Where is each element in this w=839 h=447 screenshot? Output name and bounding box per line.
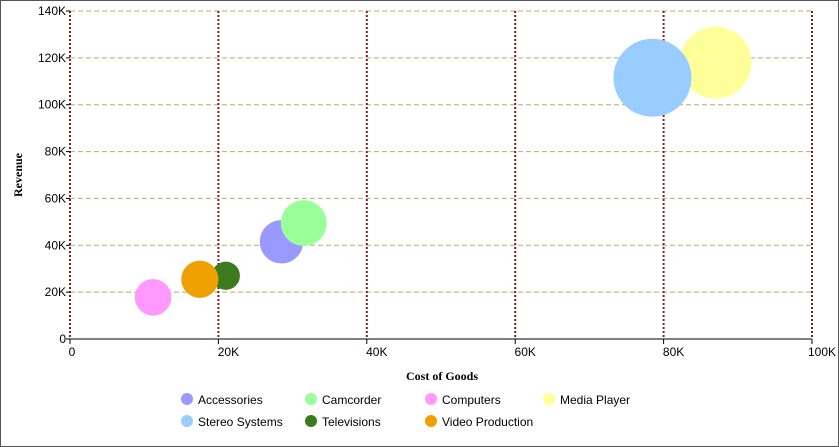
x-tick-label: 80K [663,345,684,359]
legend-swatch [305,393,317,405]
bubble-media-player[interactable] [679,26,752,99]
legend-label: Stereo Systems [198,415,283,429]
axes: 0 20K 40K 60K 80K 100K 120K 140K 0 20K 40K 60K 80K 10… [38,4,836,359]
bubble-computers[interactable] [134,278,172,316]
legend-swatch [181,393,193,405]
y-tick-label: 140K [38,4,66,18]
bubble-video-production[interactable] [181,260,219,298]
legend-item[interactable]: Media Player [543,393,630,407]
legend: Accessories Camcorder Computers Media Playe… [181,393,630,429]
legend-label: Camcorder [322,393,381,407]
x-tick-label: 20K [218,345,239,359]
y-tick-label: 100K [38,98,66,112]
x-tick-label: 60K [515,345,536,359]
legend-swatch [181,415,193,427]
y-tick-label: 120K [38,51,66,65]
legend-label: Video Production [442,415,533,429]
bubble-televisions[interactable] [211,261,240,290]
y-axis-title: Revenue [11,152,25,197]
x-tick-label: 0 [69,345,76,359]
y-tick-label: 0 [59,332,66,346]
legend-swatch [305,415,317,427]
legend-label: Media Player [560,393,630,407]
y-tick-label: 40K [45,238,66,252]
legend-item[interactable]: Video Production [425,415,533,429]
legend-label: Accessories [198,393,263,407]
x-tick-label: 100K [808,345,836,359]
y-tick-label: 80K [45,145,66,159]
y-tick-label: 60K [45,191,66,205]
y-tick-label: 20K [45,285,66,299]
legend-item[interactable]: Televisions [305,415,381,429]
bubble-stereo-systems[interactable] [613,38,692,117]
legend-item[interactable]: Camcorder [305,393,381,407]
x-axis-title: Cost of Goods [406,369,478,383]
legend-swatch [543,393,555,405]
legend-swatch [425,393,437,405]
bubbles [134,26,752,316]
legend-swatch [425,415,437,427]
legend-label: Televisions [322,415,381,429]
legend-item[interactable]: Stereo Systems [181,415,283,429]
x-tick-label: 40K [366,345,387,359]
bubble-camcorder[interactable] [280,200,327,246]
legend-item[interactable]: Computers [425,393,501,407]
legend-item[interactable]: Accessories [181,393,263,407]
legend-label: Computers [442,393,501,407]
